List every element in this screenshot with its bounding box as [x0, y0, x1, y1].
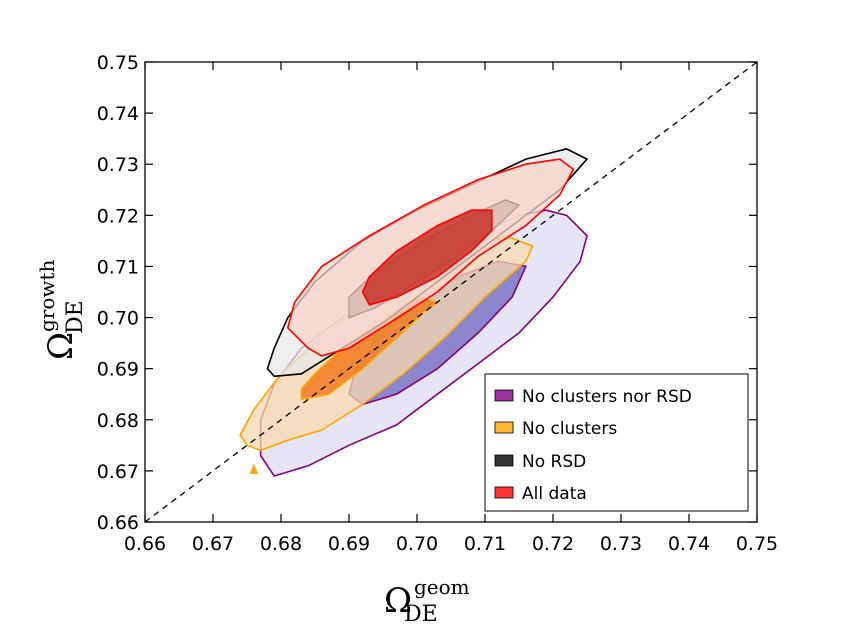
legend-swatches — [494, 389, 514, 499]
y-axis-label-symbol: Ω — [41, 332, 81, 360]
legend: No clusters nor RSD No clusters No RSD A… — [484, 373, 749, 512]
y-tick-label: 0.71 — [97, 256, 139, 278]
legend-box — [484, 373, 749, 512]
x-tick-label: 0.74 — [668, 533, 710, 555]
y-tick-label: 0.67 — [97, 461, 139, 483]
legend-label-no-rsd: No RSD — [522, 452, 586, 472]
x-tick-label: 0.70 — [396, 533, 438, 555]
x-axis-label-sup: geom — [414, 575, 470, 599]
plot-frame — [144, 61, 758, 523]
x-tick-label: 0.75 — [736, 533, 778, 555]
x-tick-label: 0.66 — [124, 533, 166, 555]
x-axis-label: Ω geom DE — [384, 575, 470, 627]
y-tick-label: 0.68 — [97, 410, 139, 432]
contour-inner-all-data — [361, 209, 493, 306]
x-tick-label: 0.71 — [464, 533, 506, 555]
x-axis-label-sub: DE — [404, 602, 438, 627]
x-tick-label: 0.67 — [192, 533, 234, 555]
x-tick-label: 0.69 — [328, 533, 370, 555]
y-axis-label-sup: growth — [35, 259, 59, 332]
legend-swatch — [494, 454, 514, 467]
y-tick-label: 0.74 — [97, 103, 139, 125]
legend-label-all-data: All data — [522, 484, 587, 504]
legend-label-no-clusters: No clusters — [522, 419, 617, 439]
axis-ticks: 0.66 0.67 0.68 0.69 0.70 0.71 0.72 0.73 0.74 0.75… — [97, 52, 778, 555]
contour-layer — [239, 148, 589, 477]
equality-dashed-line — [144, 61, 758, 523]
x-tick-label: 0.73 — [600, 533, 642, 555]
y-tick-label: 0.69 — [97, 359, 139, 381]
legend-swatch — [494, 389, 514, 402]
y-tick-label: 0.73 — [97, 154, 139, 176]
y-tick-label: 0.72 — [97, 205, 139, 227]
y-tick-label: 0.75 — [97, 52, 139, 74]
legend-label-no-clusters-nor-rsd: No clusters nor RSD — [522, 387, 692, 407]
contour-island-no-clusters — [249, 463, 258, 474]
x-tick-label: 0.68 — [260, 533, 302, 555]
y-axis-label-sub: DE — [63, 300, 88, 334]
y-axis-label: Ω growth DE — [35, 259, 88, 360]
y-tick-label: 0.70 — [97, 308, 139, 330]
x-tick-label: 0.72 — [532, 533, 574, 555]
contour-inner-no-clusters — [300, 296, 440, 401]
legend-swatch — [494, 421, 514, 434]
y-tick-label: 0.66 — [97, 512, 139, 534]
legend-swatch — [494, 486, 514, 499]
x-axis-label-symbol: Ω — [384, 581, 412, 621]
